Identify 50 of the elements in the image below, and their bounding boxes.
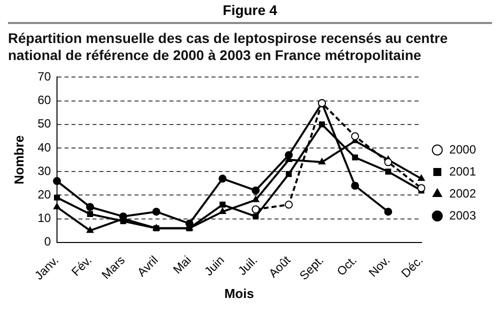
point (418, 174, 425, 181)
point (384, 158, 392, 166)
y-tick-label: 30 (38, 164, 52, 178)
point (218, 174, 227, 183)
point (284, 200, 293, 209)
point (86, 226, 94, 233)
x-tick-label: Mai (170, 253, 194, 277)
x-tick-label: Déc. (398, 253, 426, 280)
point (252, 205, 260, 214)
point (318, 121, 325, 128)
point (86, 203, 94, 212)
x-tick-label: Fév. (68, 253, 95, 279)
point (351, 182, 360, 190)
y-tick-label: 60 (38, 93, 52, 108)
x-axis-title: Mois (224, 286, 254, 301)
point (87, 211, 94, 218)
y-tick-label: 40 (38, 140, 52, 154)
point (52, 177, 61, 186)
point (351, 132, 360, 140)
legend-label: 2000 (449, 142, 476, 156)
point (352, 154, 358, 160)
point (252, 186, 260, 194)
point (252, 213, 259, 220)
point (53, 203, 60, 210)
point (220, 202, 226, 208)
y-tick-label: 0 (44, 234, 52, 249)
chart-subtitle: Répartition mensuelle des cas de leptospirose recensés au centre national de référence de 2000 à 2003 en France métropolitaine (8, 30, 449, 64)
y-tick-label: 70 (38, 70, 52, 84)
y-tick-label: 50 (38, 116, 52, 131)
legend-label: 2002 (449, 186, 476, 200)
point (120, 218, 126, 224)
point (286, 170, 292, 177)
point (384, 208, 392, 216)
y-tick-label: 20 (38, 188, 52, 202)
point (54, 194, 60, 201)
point (385, 168, 392, 175)
x-tick-label: Juin (202, 253, 228, 279)
point (152, 208, 160, 216)
x-tick-label: Oct. (334, 253, 360, 279)
y-axis-title: Nombre (11, 135, 26, 184)
legend-label: 2001 (449, 164, 476, 178)
x-tick-label: Nov. (366, 253, 393, 280)
chart-title: Figure 4 (222, 2, 278, 18)
y-tick-label: 10 (38, 211, 52, 226)
legend-label: 2003 (449, 208, 476, 222)
point (252, 196, 260, 202)
point (417, 184, 426, 192)
point (219, 208, 226, 214)
x-tick-label: Juil. (235, 253, 260, 278)
point (318, 158, 326, 164)
